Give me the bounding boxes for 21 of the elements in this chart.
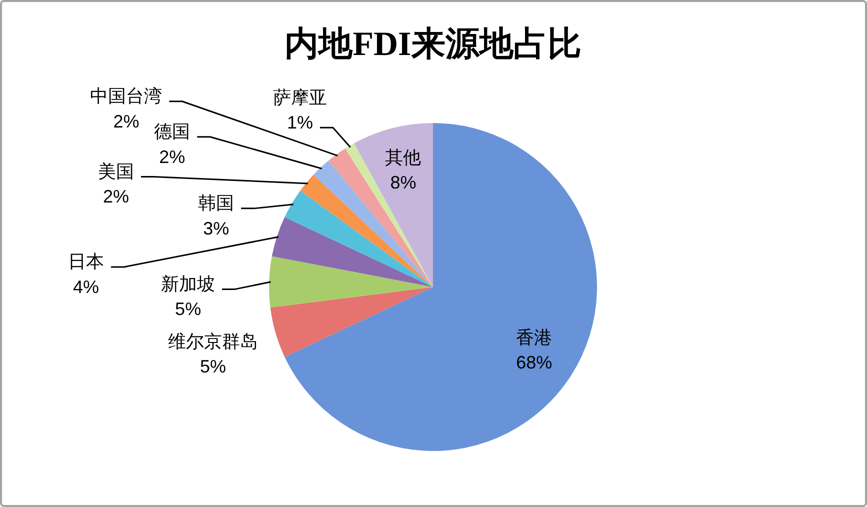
data-label: 2% <box>159 146 186 167</box>
data-label: 5% <box>175 299 202 320</box>
slice-label: 美国 <box>98 161 134 182</box>
data-label: 1% <box>286 112 313 133</box>
slice-label: 新加坡 <box>161 274 216 294</box>
data-label: 4% <box>72 276 100 297</box>
data-label: 2% <box>113 111 140 132</box>
data-label: 3% <box>203 218 230 238</box>
slice-label: 韩国 <box>198 193 234 214</box>
chart-title: 内地FDI来源地占比 <box>284 26 582 63</box>
data-label: 8% <box>390 172 416 193</box>
slice-label: 日本 <box>68 252 104 272</box>
data-label: 2% <box>103 186 130 207</box>
data-label: 68% <box>516 352 552 373</box>
slice-label: 德国 <box>154 122 190 142</box>
slice-label: 其他 <box>385 147 422 168</box>
slice-label: 维尔京群岛 <box>168 331 258 352</box>
slice-label: 萨摩亚 <box>272 87 327 108</box>
slice-label: 中国台湾 <box>90 86 162 106</box>
slice-label: 香港 <box>516 327 552 348</box>
data-label: 5% <box>200 356 226 377</box>
